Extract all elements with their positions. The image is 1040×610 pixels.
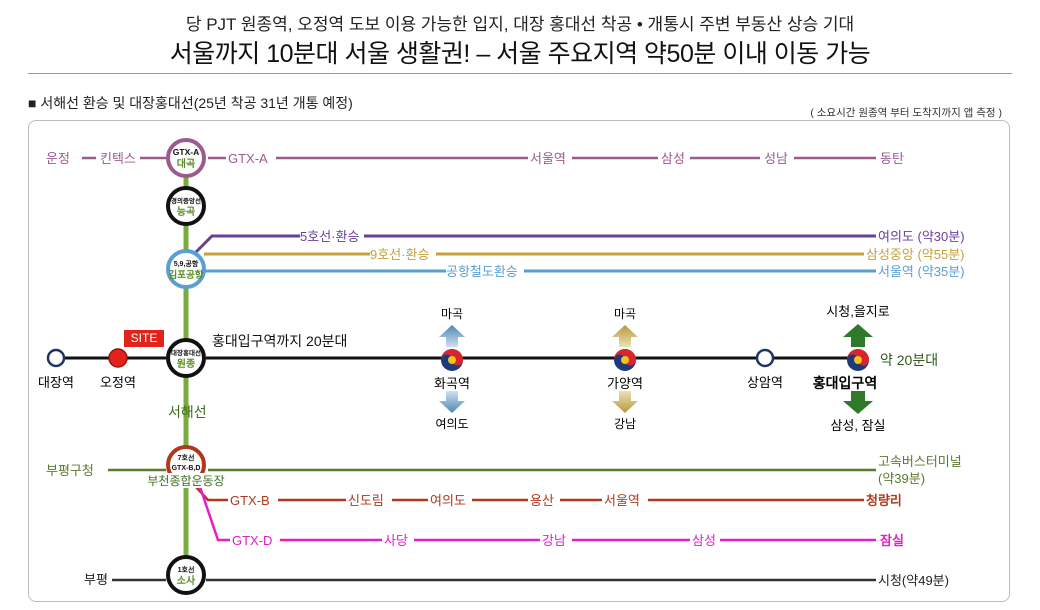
line-7-destination: 고속버스터미널 [878, 454, 962, 469]
station-sangam-label: 상암역 [747, 375, 783, 390]
airport-line-label: 공항철도환승 [446, 264, 518, 279]
gtx-d-station-samsung: 삼성 [692, 533, 716, 548]
hub-gimpo-airport: 5,9,공항 김포공항 [166, 249, 206, 289]
hub-gimpo-name: 김포공항 [169, 269, 204, 281]
hub-neunggok-lines: 경의중앙선 [171, 196, 201, 205]
header-title: 서울까지 10분대 서울 생활권! – 서울 주요지역 약50분 이내 이동 가… [169, 40, 871, 68]
line-5-destination: 여의도 (약30분) [878, 229, 965, 244]
seohae-line-label: 서해선 [168, 404, 207, 420]
line-7-station-bupyeong-gucheong: 부평구청 [46, 463, 94, 478]
gtx-b-station-sindorim: 신도림 [348, 493, 384, 508]
hongdae-down-destination: 삼성, 잠실 [830, 418, 885, 433]
gtx-b-station-yongsan: 용산 [530, 493, 554, 508]
gtx-b-branch [195, 486, 228, 502]
gtx-a-station-kintex: 킨텍스 [100, 151, 136, 166]
line-5-branch [194, 234, 300, 254]
hub-wonjong: 대장홍대선 원종 [166, 338, 206, 378]
hub-daegok-name: 대곡 [177, 157, 195, 170]
hub-sosa-name: 소사 [177, 574, 196, 587]
gtx-a-station-seongnam: 성남 [764, 151, 788, 166]
gtx-a-station-unjeong: 운정 [46, 151, 70, 166]
station-sangam-marker [755, 348, 775, 368]
gtx-b-station-yeouido: 여의도 [430, 493, 466, 508]
hub-bucheon-lines-2: GTX-B,D [172, 465, 201, 472]
hongdae-up-arrow-icon [843, 324, 873, 347]
hub-sosa-lines: 1호선 [178, 565, 195, 574]
gtx-b-station-seoul: 서울역 [604, 493, 640, 508]
hub-sosa: 1호선 소사 [166, 555, 206, 595]
gtx-a-station-seoul: 서울역 [530, 151, 566, 166]
hub-wonjong-lines: 대장홍대선 [171, 348, 201, 357]
gayang-down-destination: 강남 [614, 417, 636, 431]
gtx-d-station-jamsil: 잠실 [880, 533, 904, 548]
line-5-label: 5호선·환승 [300, 229, 359, 244]
hub-neunggok-name: 능곡 [177, 206, 195, 218]
hwagok-up-arrow-icon [439, 325, 465, 347]
airport-line-destination: 서울역 (약35분) [878, 264, 965, 279]
line-9-label: 9호선·환승 [370, 247, 429, 262]
gtx-d-station-sadang: 사당 [384, 533, 408, 548]
hub-bucheon-stadium: 7호선 GTX-B,D 부천종합운동장 [138, 445, 234, 488]
gtx-d-label: GTX-D [232, 533, 272, 548]
hub-bucheon-name: 부천종합운동장 [147, 473, 224, 488]
hongdae-up-destination: 시청,을지로 [826, 304, 889, 319]
station-daejang-marker [46, 348, 66, 368]
hub-daegok: GTX-A 대곡 [166, 138, 206, 178]
station-hongdae-label: 홍대입구역 [813, 375, 877, 391]
hub-neunggok: 경의중앙선 능곡 [166, 186, 206, 226]
hub-daegok-lines: GTX-A [173, 147, 199, 157]
hub-wonjong-name: 원종 [177, 357, 195, 370]
station-ojeong-marker [108, 348, 128, 368]
station-ojeong-label: 오정역 [100, 375, 136, 390]
gayang-up-destination: 마곡 [614, 307, 636, 321]
line-1-station-bupyeong: 부평 [84, 572, 108, 587]
gtx-d-branch [198, 486, 230, 542]
station-daejang-label: 대장역 [38, 375, 74, 390]
gtx-d-station-gangnam: 강남 [542, 533, 566, 548]
line-7-destination-time: (약39분) [878, 471, 925, 486]
hwagok-down-arrow-icon [439, 391, 465, 413]
hwagok-up-destination: 마곡 [441, 307, 463, 321]
line-1-destination: 시청(약49분) [878, 573, 949, 588]
header-subtitle: 당 PJT 원종역, 오정역 도보 이용 가능한 입지, 대장 홍대선 착공 •… [185, 15, 855, 34]
hongdae-travel-time: 약 20분대 [880, 352, 938, 368]
hub-gimpo-lines: 5,9,공항 [174, 259, 199, 268]
route-map-panel [28, 120, 1010, 602]
station-gayang-marker [614, 349, 636, 371]
section-title: ■ 서해선 환승 및 대장홍대선(25년 착공 31년 개통 예정) [28, 95, 353, 111]
hub-bucheon-lines-1: 7호선 [178, 453, 195, 462]
hwagok-down-destination: 여의도 [435, 417, 468, 431]
daejang-line-description: 홍대입구역까지 20분대 [212, 333, 347, 349]
gtx-a-station-samsung: 삼성 [661, 151, 685, 166]
station-hwagok-label: 화곡역 [434, 376, 470, 391]
gayang-up-arrow-icon [612, 325, 638, 347]
gtx-b-label: GTX-B [230, 493, 270, 508]
gtx-a-station-dongtan: 동탄 [880, 151, 904, 166]
gtx-b-station-cheongnyangni: 청량리 [866, 493, 902, 508]
site-badge: SITE [124, 330, 164, 347]
hongdae-down-arrow-icon [843, 391, 873, 414]
header-divider [28, 73, 1012, 74]
measurement-note: ( 소요시간 원종역 부터 도착지까지 앱 측정 ) [810, 107, 1002, 119]
station-hongdae-marker [847, 349, 869, 371]
gtx-a-label: GTX-A [228, 151, 268, 166]
station-hwagok-marker [441, 349, 463, 371]
line-9-destination: 삼성중앙 (약55분) [866, 247, 965, 262]
gayang-down-arrow-icon [612, 391, 638, 413]
station-gayang-label: 가양역 [607, 376, 643, 391]
